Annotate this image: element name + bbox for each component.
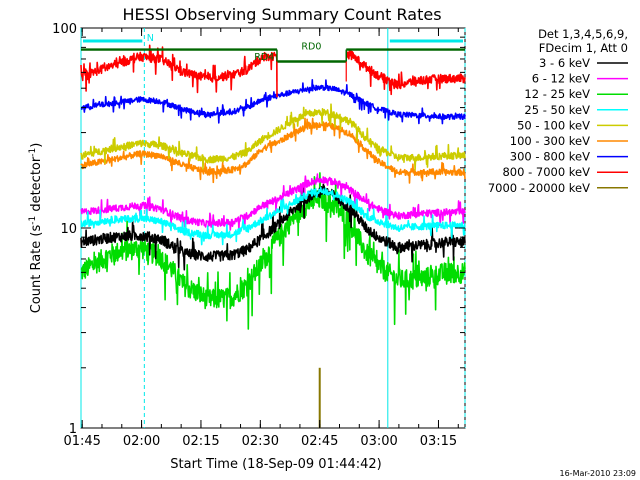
legend-label-7000-20000-kev: 7000 - 20000 keV	[488, 181, 590, 195]
series-50-100-kev	[80, 103, 466, 171]
x-tick-label: 02:30	[242, 434, 279, 449]
x-tick-label: 01:45	[63, 434, 100, 449]
series-6-12-kev	[80, 173, 466, 233]
annotation-rd4: RD4	[254, 52, 274, 63]
x-axis-label: Start Time (18-Sep-09 01:44:42)	[170, 457, 381, 472]
series-100-300-kev	[80, 115, 466, 184]
legend-label-3-6-kev: 3 - 6 keV	[539, 56, 590, 70]
legend-header-line-1: Det 1,3,4,5,6,9,	[538, 27, 628, 41]
legend-header-line-2: FDecim 1, Att 0	[539, 41, 628, 55]
chart-title: HESSI Observing Summary Count Rates	[122, 5, 441, 24]
series-12-25-kev	[80, 172, 466, 330]
annotation-rd0: RD0	[301, 42, 321, 53]
x-tick-label: 03:00	[360, 434, 397, 449]
y-axis-label: Count Rate (s-1 detector-1)	[28, 143, 44, 314]
x-tick-label: 02:45	[301, 434, 338, 449]
y-ticks: 1 10 100	[52, 22, 465, 437]
legend-label-6-12-kev: 6 - 12 keV	[532, 72, 590, 86]
annotation-n: N	[147, 33, 154, 44]
generated-timestamp: 16-Mar-2010 23:09	[560, 469, 637, 478]
legend: Det 1,3,4,5,6,9,FDecim 1, Att 03 - 6 keV…	[488, 27, 628, 195]
x-tick-label: 02:15	[182, 434, 219, 449]
legend-label-800-7000-kev: 800 - 7000 keV	[502, 165, 590, 179]
legend-label-50-100-kev: 50 - 100 keV	[517, 118, 590, 132]
legend-label-25-50-kev: 25 - 50 keV	[524, 103, 590, 117]
plot-area: N RD4 RD0 01:45 02:00 02:15 02:30 02:45 03:00 03…	[52, 22, 466, 449]
legend-label-12-25-kev: 12 - 25 keV	[524, 87, 590, 101]
x-tick-label: 02:00	[123, 434, 160, 449]
series-25-50-kev	[80, 186, 466, 246]
x-ticks: 01:45 02:00 02:15 02:30 02:45 03:00 03:15	[63, 28, 459, 449]
y-tick-label: 100	[52, 22, 77, 37]
series-group	[80, 44, 466, 428]
y-tick-label: 10	[60, 222, 77, 237]
x-tick-label: 03:15	[420, 434, 457, 449]
overlay-group: N RD4 RD0	[81, 33, 465, 82]
series-800-7000-kev	[80, 44, 466, 98]
legend-label-100-300-kev: 100 - 300 keV	[510, 134, 590, 148]
legend-label-300-800-kev: 300 - 800 keV	[510, 150, 590, 164]
series-300-800-kev	[80, 79, 466, 125]
y-tick-label: 1	[69, 422, 77, 437]
